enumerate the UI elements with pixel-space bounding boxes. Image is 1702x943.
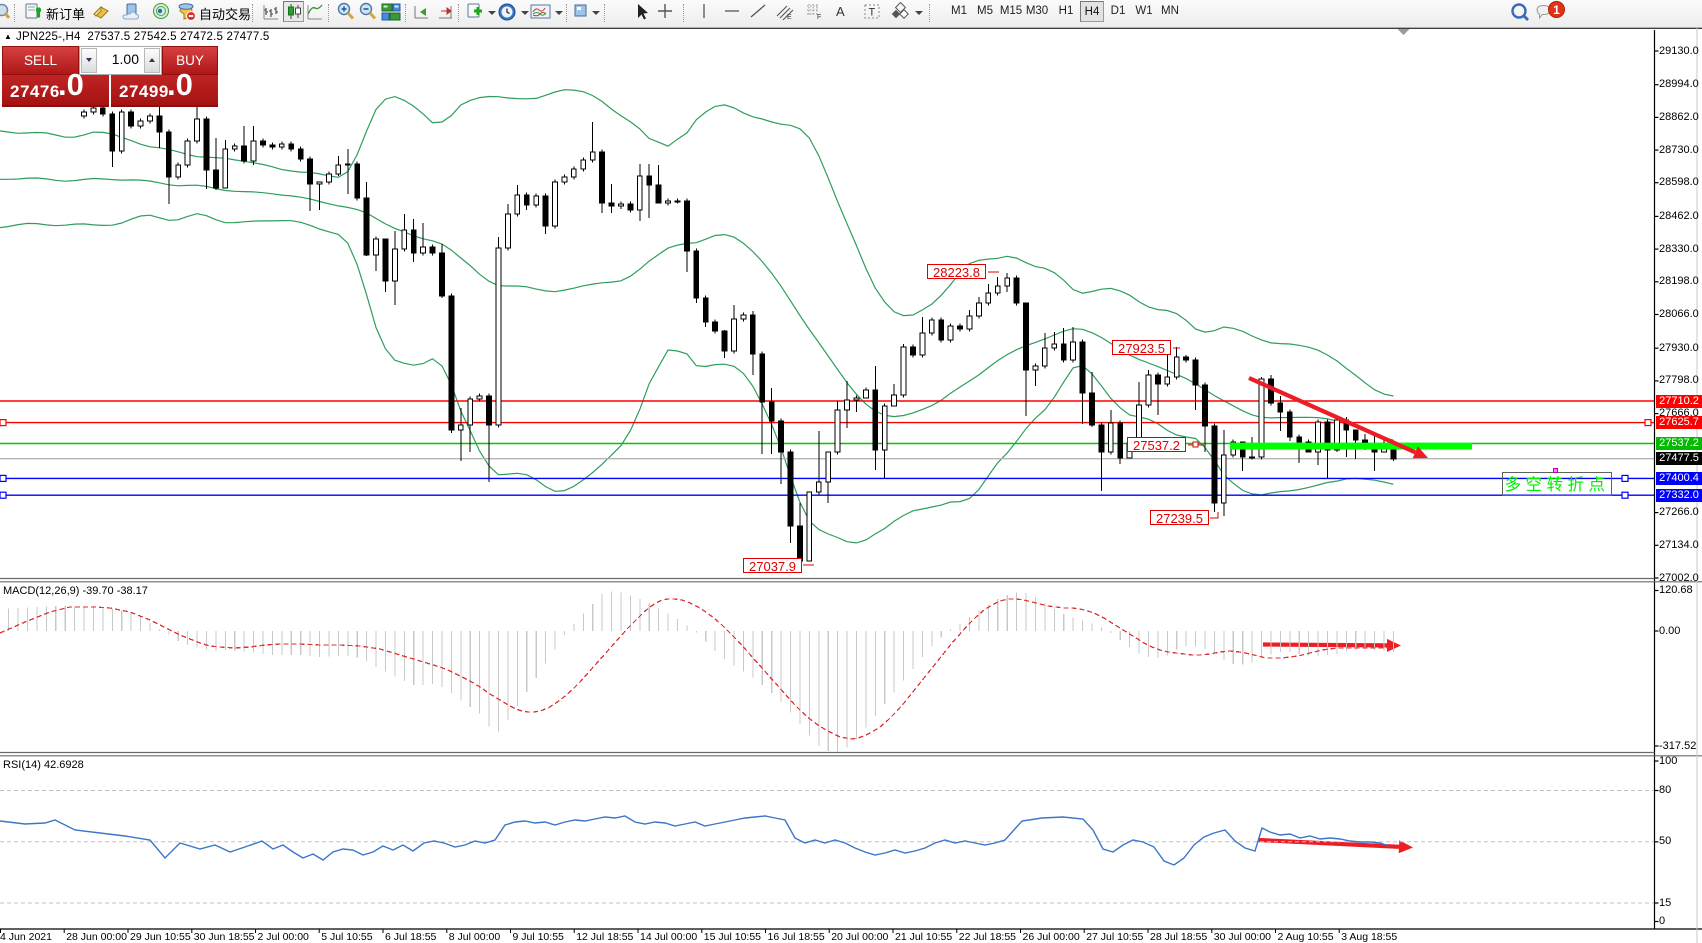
- svg-text:T: T: [869, 7, 876, 19]
- svg-text:F: F: [817, 14, 821, 21]
- svg-text:E: E: [787, 14, 792, 21]
